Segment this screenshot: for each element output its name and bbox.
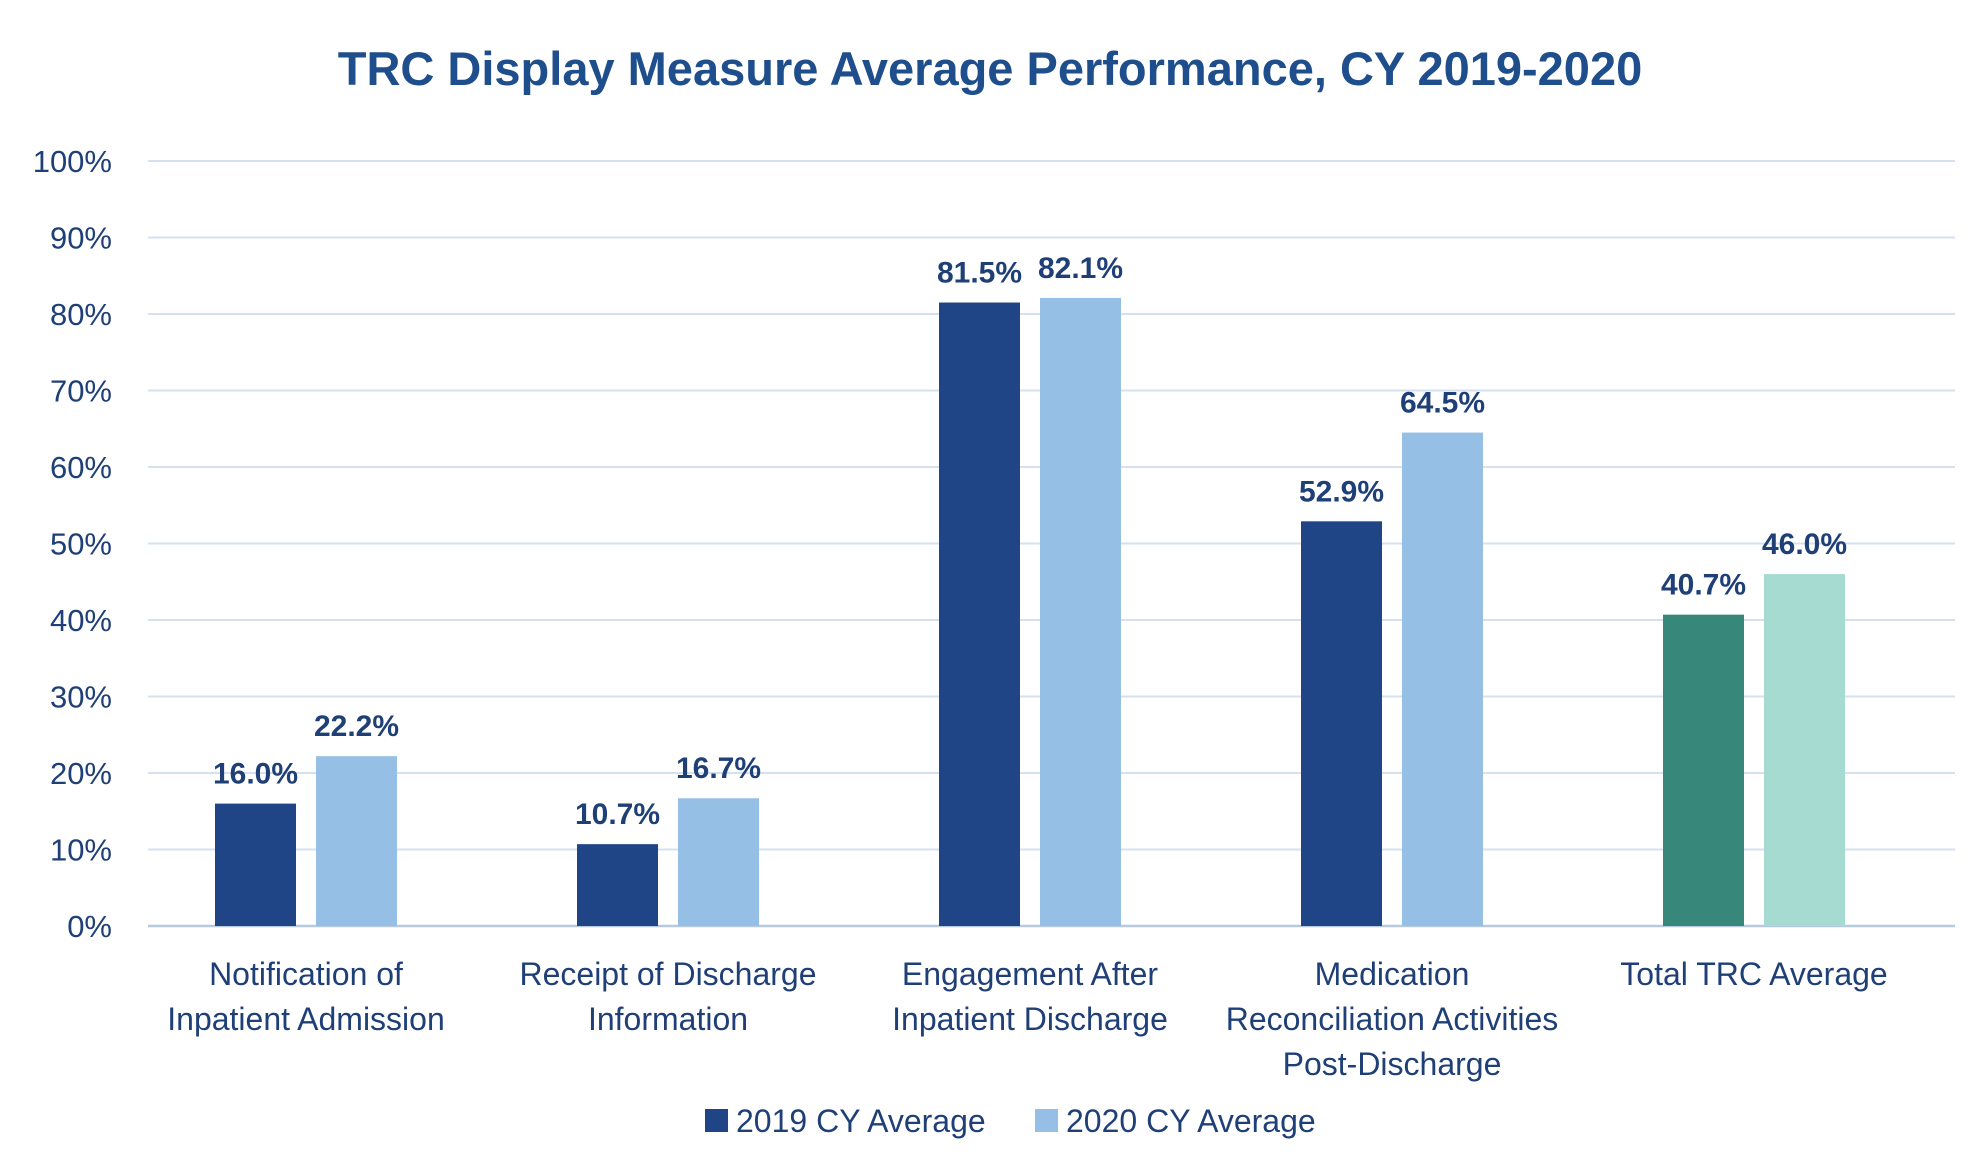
y-tick-label: 20% — [50, 756, 112, 791]
data-label: 16.0% — [213, 758, 298, 791]
bar-2020-0 — [316, 756, 397, 926]
legend-swatch — [705, 1109, 728, 1132]
y-tick-label: 30% — [50, 680, 112, 715]
category-label: Post-Discharge — [1283, 1046, 1502, 1082]
data-label: 82.1% — [1038, 252, 1123, 285]
legend-label: 2019 CY Average — [736, 1103, 986, 1139]
legend-swatch — [1035, 1109, 1058, 1132]
data-label: 40.7% — [1661, 569, 1746, 602]
y-tick-label: 100% — [33, 144, 112, 179]
chart-title: TRC Display Measure Average Performance,… — [338, 42, 1642, 95]
category-label: Engagement After — [902, 956, 1159, 992]
bar-2020-1 — [678, 798, 759, 926]
y-tick-label: 40% — [50, 603, 112, 638]
bar-2020-2 — [1040, 297, 1121, 926]
bar-2019-0 — [215, 803, 296, 926]
x-axis-categories: Notification of Inpatient Admission Receip… — [167, 956, 1887, 1082]
y-tick-label: 10% — [50, 833, 112, 868]
category-label: Reconciliation Activities — [1226, 1001, 1559, 1037]
bar-2020-4 — [1764, 574, 1845, 926]
category-label: Total TRC Average — [1620, 956, 1887, 992]
bar-2019-4 — [1663, 614, 1744, 926]
bar-2020-3 — [1402, 432, 1483, 926]
data-labels: 16.0% 22.2% 10.7% 16.7% 81.5% 82.1% 52.9% 64.5%… — [213, 252, 1847, 831]
data-label: 64.5% — [1400, 387, 1485, 420]
y-axis-ticks: 0% 10% 20% 30% 40% 50% 60% 70% 80% 90% 100% — [33, 144, 112, 944]
data-label: 52.9% — [1299, 475, 1384, 508]
data-label: 10.7% — [575, 798, 660, 831]
bar-2019-3 — [1301, 521, 1382, 926]
category-label: Information — [588, 1001, 748, 1037]
data-label: 22.2% — [314, 710, 399, 743]
legend-label: 2020 CY Average — [1066, 1103, 1316, 1139]
y-tick-label: 50% — [50, 527, 112, 562]
category-label: Notification of — [209, 956, 403, 992]
data-label: 81.5% — [937, 257, 1022, 290]
bar-2019-1 — [577, 844, 658, 926]
bar-2019-2 — [939, 302, 1020, 926]
data-label: 16.7% — [676, 752, 761, 785]
bars — [215, 297, 1845, 926]
legend: 2019 CY Average 2020 CY Average — [705, 1103, 1316, 1139]
y-tick-label: 0% — [67, 909, 112, 944]
category-label: Receipt of Discharge — [519, 956, 816, 992]
y-tick-label: 60% — [50, 450, 112, 485]
y-tick-label: 90% — [50, 221, 112, 256]
category-label: Inpatient Discharge — [892, 1001, 1168, 1037]
y-tick-label: 70% — [50, 374, 112, 409]
category-label: Medication — [1315, 956, 1470, 992]
y-tick-label: 80% — [50, 297, 112, 332]
data-label: 46.0% — [1762, 528, 1847, 561]
category-label: Inpatient Admission — [167, 1001, 445, 1037]
